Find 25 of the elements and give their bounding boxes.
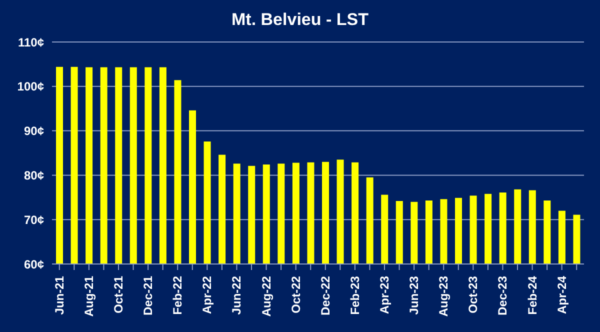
x-tick-label: Jun-22 [230,276,244,315]
x-tick-label: Aug-23 [436,276,451,317]
y-tick-label: 70¢ [24,212,44,227]
x-tick-label: Feb-22 [170,276,185,315]
x-tick-label: Oct-21 [112,276,126,314]
x-tick-label: Apr-22 [200,276,214,314]
x-tick-label: Jun-23 [407,276,422,315]
chart-title: Mt. Belvieu - LST [230,10,370,30]
x-tick-label: Aug-21 [82,276,96,317]
x-tick-label: Oct-23 [466,276,480,314]
y-tick-label: 90¢ [24,124,44,138]
y-tick-label: 80¢ [24,168,44,182]
x-tick-label: Oct-22 [288,276,303,314]
x-tick-label: Feb-24 [525,276,540,315]
x-tick-label: Jun-21 [52,276,66,315]
x-tick-label: Dec-22 [318,276,332,316]
x-tick-label: Dec-21 [141,276,156,316]
y-tick-label: 110¢ [18,35,44,50]
x-tick-label: Aug-22 [259,276,274,317]
x-tick-label: Dec-23 [496,276,510,316]
y-tick-label: 60¢ [24,257,44,272]
x-tick-label: Apr-23 [378,276,392,314]
x-tick-label: Feb-23 [348,276,362,315]
y-tick-label: 100¢ [17,80,44,94]
x-tick-label: Apr-24 [554,276,569,314]
